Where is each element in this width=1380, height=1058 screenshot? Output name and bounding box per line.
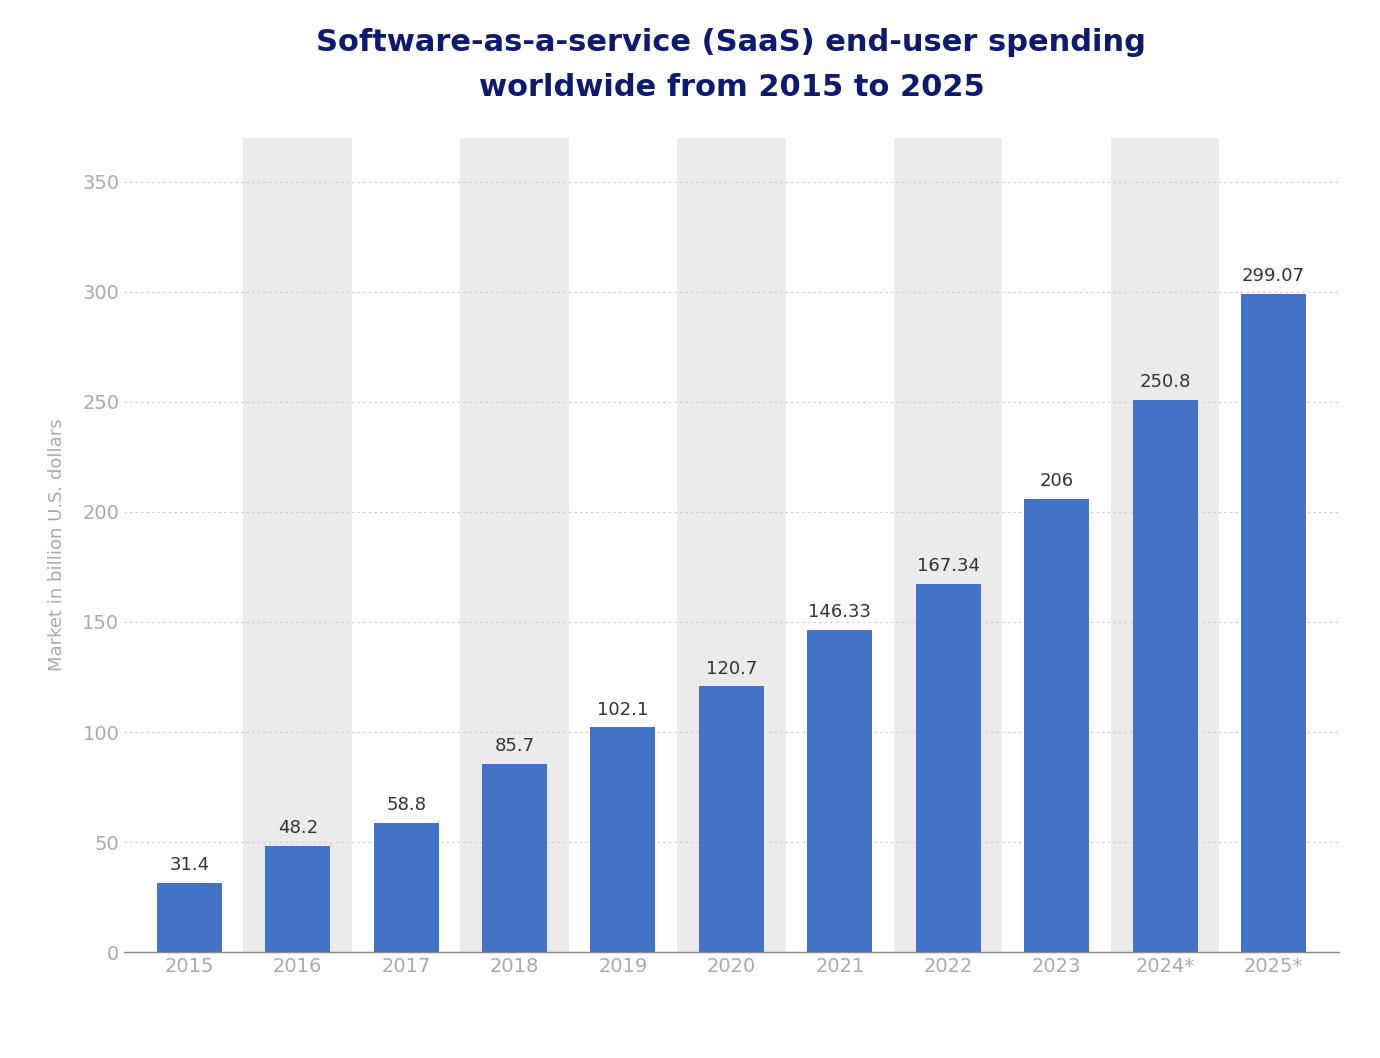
Bar [894, 138, 1002, 952]
Bar [1133, 400, 1198, 952]
Bar [1024, 498, 1089, 952]
Text: 206: 206 [1039, 472, 1074, 490]
Bar [374, 823, 439, 952]
Bar [807, 630, 872, 952]
Text: 146.33: 146.33 [809, 603, 871, 621]
Text: 102.1: 102.1 [598, 700, 649, 718]
Bar [461, 138, 569, 952]
Bar [265, 846, 330, 952]
Bar [157, 883, 222, 952]
Text: 299.07: 299.07 [1242, 267, 1305, 285]
Text: 58.8: 58.8 [386, 796, 426, 814]
Text: 31.4: 31.4 [170, 856, 210, 874]
Text: 48.2: 48.2 [277, 819, 317, 837]
Bar [916, 584, 981, 952]
Text: 85.7: 85.7 [494, 736, 534, 754]
Bar [1111, 138, 1220, 952]
Bar [698, 687, 765, 952]
Bar [591, 728, 656, 952]
Bar [243, 138, 352, 952]
Text: 250.8: 250.8 [1140, 373, 1191, 391]
Bar [678, 138, 785, 952]
Bar [1241, 294, 1305, 952]
Text: 120.7: 120.7 [705, 659, 758, 677]
Title: Software-as-a-service (SaaS) end-user spending
worldwide from 2015 to 2025: Software-as-a-service (SaaS) end-user sp… [316, 28, 1147, 102]
Y-axis label: Market in billion U.S. dollars: Market in billion U.S. dollars [47, 419, 65, 671]
Text: 167.34: 167.34 [916, 557, 980, 574]
Bar [482, 764, 546, 952]
